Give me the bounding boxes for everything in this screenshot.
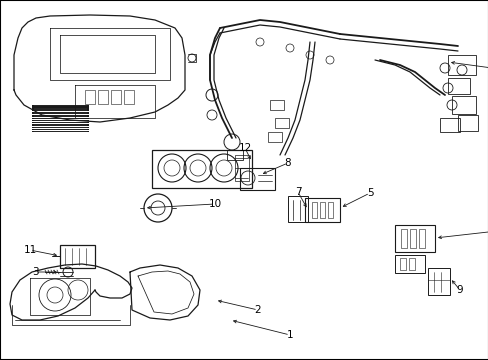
- Bar: [394, 255, 424, 273]
- Text: 7: 7: [294, 187, 301, 197]
- Bar: [319, 202, 325, 218]
- Bar: [408, 258, 414, 270]
- Text: 2: 2: [254, 305, 261, 315]
- Bar: [418, 229, 424, 248]
- Bar: [274, 118, 288, 128]
- Bar: [311, 202, 316, 218]
- Bar: [111, 90, 121, 104]
- Bar: [287, 196, 307, 222]
- Bar: [447, 55, 475, 75]
- Bar: [152, 150, 251, 188]
- Bar: [439, 118, 459, 132]
- Bar: [400, 229, 406, 248]
- Bar: [98, 90, 108, 104]
- Text: 10: 10: [208, 199, 221, 209]
- Bar: [226, 150, 243, 160]
- Text: 9: 9: [456, 285, 462, 295]
- Bar: [327, 202, 332, 218]
- Bar: [235, 155, 248, 181]
- Bar: [447, 78, 469, 94]
- Text: 8: 8: [284, 158, 291, 168]
- Bar: [457, 115, 477, 131]
- Text: 5: 5: [366, 188, 372, 198]
- Text: 11: 11: [23, 245, 37, 255]
- Bar: [124, 90, 134, 104]
- Bar: [60, 245, 95, 268]
- Bar: [451, 96, 475, 114]
- Bar: [394, 225, 434, 252]
- Bar: [427, 268, 449, 295]
- Bar: [305, 198, 339, 222]
- Bar: [409, 229, 415, 248]
- Text: 3: 3: [32, 267, 38, 277]
- Bar: [269, 100, 284, 110]
- Text: 12: 12: [238, 143, 251, 153]
- Text: 1: 1: [286, 330, 293, 340]
- Bar: [240, 168, 274, 190]
- Bar: [85, 90, 95, 104]
- Bar: [267, 132, 282, 142]
- Bar: [399, 258, 405, 270]
